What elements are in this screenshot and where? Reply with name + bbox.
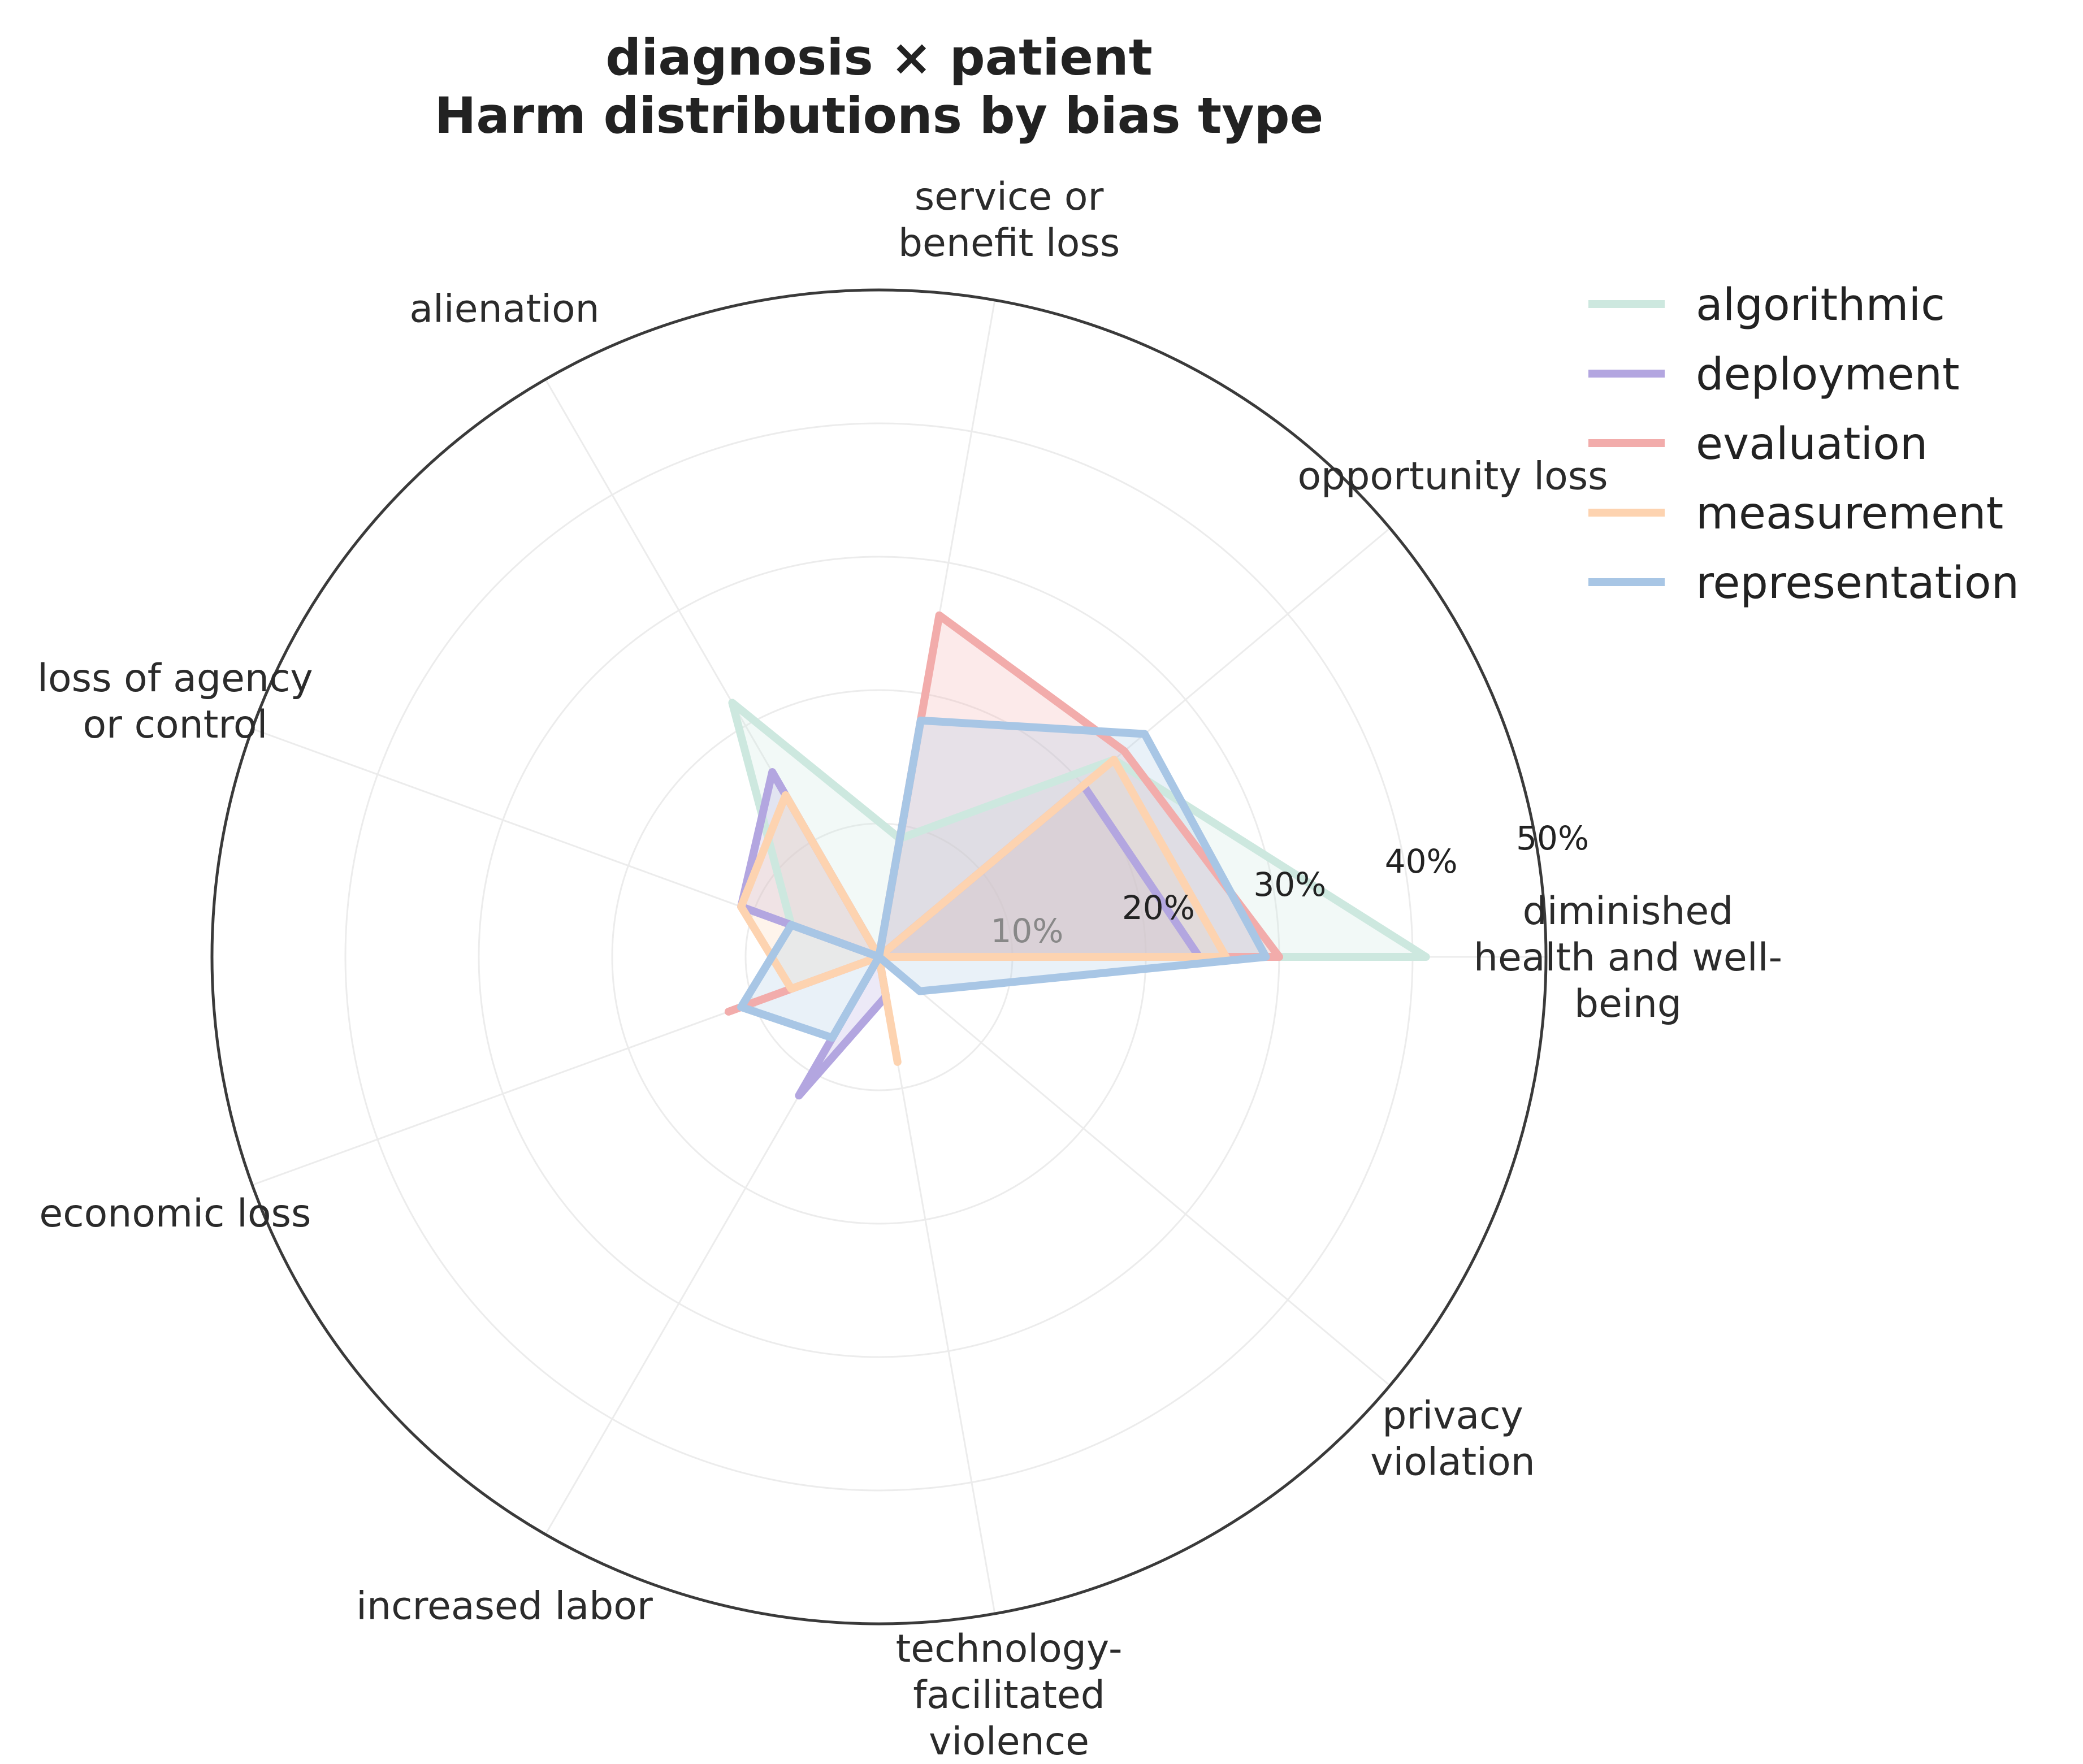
legend-label-algorithmic: algorithmic	[1696, 280, 1945, 331]
grid-spoke	[878, 956, 996, 1614]
grid-spoke	[878, 956, 1391, 1386]
legend-label-measurement: measurement	[1696, 488, 2003, 539]
chart-title: diagnosis × patient Harm distributions b…	[435, 28, 1324, 145]
radar-series	[724, 611, 1430, 1100]
legend: algorithmic deployment evaluation measureme…	[1588, 280, 2019, 609]
r-tick-label: 40%	[1385, 842, 1458, 881]
category-label-line: technology-	[896, 1627, 1123, 1671]
series-area-measurement	[741, 760, 1226, 1062]
category-label-line: opportunity loss	[1297, 454, 1608, 499]
series-area-deployment	[741, 772, 1199, 1096]
category-label: service or benefit loss	[898, 175, 1120, 266]
category-labels: diminished health and well-being opportuni…	[37, 175, 1782, 1764]
category-label: alienation	[409, 287, 599, 332]
category-label-line: health and well-	[1474, 935, 1782, 980]
category-label-line: or control	[83, 703, 267, 747]
series-line-representation	[737, 716, 1270, 1042]
r-tick-label: 30%	[1253, 865, 1326, 904]
category-label-line: privacy	[1382, 1394, 1523, 1438]
chart-title-line-2: Harm distributions by bias type	[435, 86, 1324, 145]
category-label-line: being	[1574, 982, 1682, 1026]
outer-frame-circle	[210, 288, 1548, 1626]
legend-label-deployment: deployment	[1696, 349, 1960, 400]
series-area-evaluation	[728, 615, 1279, 1012]
category-label-line: diminished	[1523, 889, 1734, 934]
category-label-line: economic loss	[39, 1191, 311, 1236]
legend-label-evaluation: evaluation	[1696, 419, 1928, 470]
category-label: economic loss	[39, 1191, 311, 1236]
category-label-line: benefit loss	[898, 221, 1120, 266]
category-label: diminished health and well-being	[1474, 889, 1782, 1026]
category-label-line: violence	[929, 1719, 1089, 1764]
category-label-line: service or	[915, 175, 1104, 219]
category-label-line: increased labor	[356, 1584, 653, 1628]
category-label: technology-facilitated violence	[896, 1627, 1123, 1764]
legend-label-representation: representation	[1696, 558, 2019, 609]
category-label: opportunity loss	[1297, 454, 1608, 499]
category-label-line: loss of agency	[37, 656, 313, 701]
category-label-line: alienation	[409, 287, 599, 332]
category-label-line: violation	[1370, 1440, 1535, 1485]
r-tick-label: 20%	[1122, 888, 1195, 927]
category-label: privacy violation	[1370, 1394, 1535, 1485]
category-label: loss of agency or control	[37, 656, 313, 747]
r-tick-label: 50%	[1516, 819, 1589, 857]
category-label: increased labor	[356, 1584, 653, 1628]
series-line-measurement	[737, 756, 1230, 1066]
series-area-algorithmic	[732, 703, 1426, 957]
radial-tick-labels: 10% 20% 30% 40% 50%	[990, 819, 1589, 950]
r-tick-label: 10%	[990, 912, 1063, 950]
chart-title-line-1: diagnosis × patient	[605, 28, 1153, 86]
category-label-line: facilitated	[913, 1673, 1105, 1718]
